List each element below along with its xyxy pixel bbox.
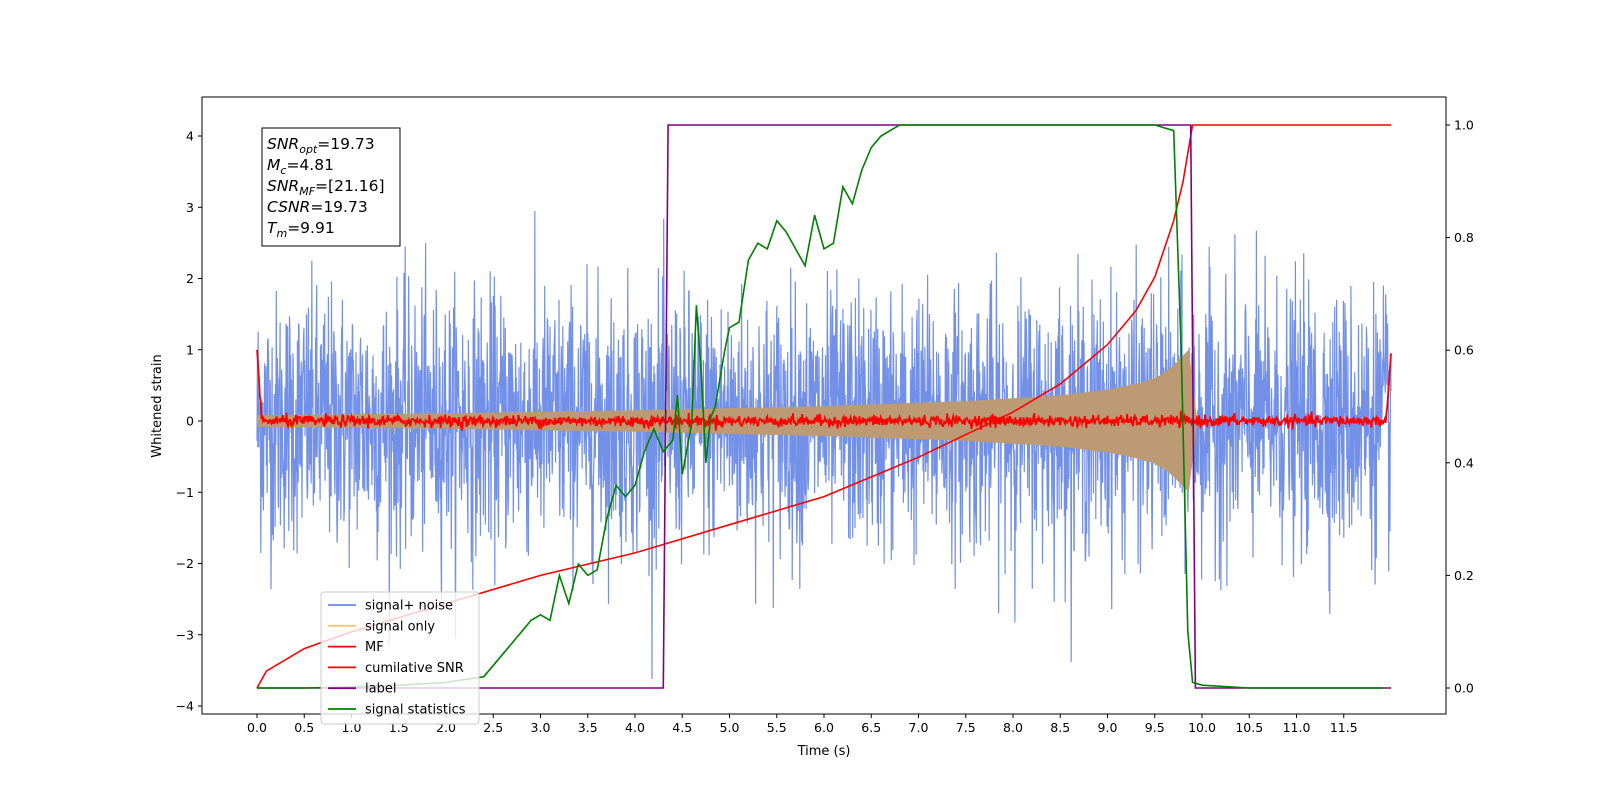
legend: signal+ noise signal only MF cumilative SNR… — [320, 591, 480, 725]
legend-entry: signal only — [365, 619, 435, 634]
y-tick-label: 2 — [186, 271, 194, 286]
legend-entry: signal+ noise — [365, 599, 453, 614]
annotation-line: SNRMF=[21.16] — [267, 177, 385, 198]
x-tick-label: 5.5 — [767, 720, 787, 735]
y-axis-left: 4 3 2 1 0 −1 −2 −3 −4 — [176, 129, 202, 714]
x-tick-label: 0.0 — [247, 720, 267, 735]
series-signal-statistics — [257, 124, 1385, 689]
x-tick-label: 10.0 — [1188, 720, 1216, 735]
annotation-frame — [261, 127, 401, 247]
x-tick-label: 3.5 — [578, 720, 598, 735]
y-axis-right: 1.0 0.8 0.6 0.4 0.2 0.0 — [1446, 118, 1474, 696]
x-tick-label: 11.0 — [1283, 720, 1311, 735]
y-tick-label: −2 — [176, 556, 194, 571]
legend-entry: label — [365, 682, 396, 697]
legend-entry: MF — [365, 640, 384, 655]
y2-tick-label: 0.6 — [1454, 343, 1474, 358]
y2-tick-label: 0.4 — [1454, 455, 1474, 470]
y2-tick-label: 0.8 — [1454, 230, 1474, 245]
y-axis-label: Whitened strain — [150, 354, 165, 457]
x-tick-label: 3.0 — [531, 720, 551, 735]
y-tick-label: −4 — [176, 699, 194, 714]
annotation-line: CSNR=19.73 — [267, 198, 368, 216]
y-tick-label: −1 — [176, 485, 194, 500]
series-mf — [256, 349, 1392, 432]
y2-tick-label: 0.2 — [1454, 568, 1474, 583]
y-tick-label: 4 — [186, 129, 194, 144]
x-tick-label: 4.5 — [672, 720, 692, 735]
x-tick-label: 0.5 — [294, 720, 314, 735]
x-tick-label: 2.5 — [483, 720, 503, 735]
y-tick-label: −3 — [176, 627, 194, 642]
x-tick-label: 8.0 — [1003, 720, 1023, 735]
legend-entry: cumilative SNR — [365, 661, 464, 676]
x-tick-label: 7.0 — [909, 720, 929, 735]
x-tick-label: 7.5 — [956, 720, 976, 735]
annotation-line: Tm=9.91 — [267, 219, 335, 240]
annotation-box: SNRopt=19.73Mc=4.81SNRMF=[21.16]CSNR=19.… — [261, 127, 401, 247]
y2-tick-label: 1.0 — [1454, 118, 1474, 133]
x-tick-label: 4.0 — [625, 720, 645, 735]
annotation-line: Mc=4.81 — [267, 156, 334, 177]
y-tick-label: 1 — [186, 342, 194, 357]
x-tick-label: 9.5 — [1145, 720, 1165, 735]
x-tick-label: 5.0 — [720, 720, 740, 735]
x-axis-label: Time (s) — [797, 744, 851, 759]
x-tick-label: 10.5 — [1235, 720, 1263, 735]
x-tick-label: 6.0 — [814, 720, 834, 735]
annotation-line: SNRopt=19.73 — [267, 135, 375, 156]
legend-entry: signal statistics — [365, 703, 466, 718]
x-tick-label: 6.5 — [861, 720, 881, 735]
x-tick-label: 9.0 — [1098, 720, 1118, 735]
y2-tick-label: 0.0 — [1454, 681, 1474, 696]
legend-frame — [320, 591, 480, 725]
y-tick-label: 3 — [186, 200, 194, 215]
y-tick-label: 0 — [186, 414, 194, 429]
x-tick-label: 8.5 — [1050, 720, 1070, 735]
x-tick-label: 11.5 — [1330, 720, 1358, 735]
